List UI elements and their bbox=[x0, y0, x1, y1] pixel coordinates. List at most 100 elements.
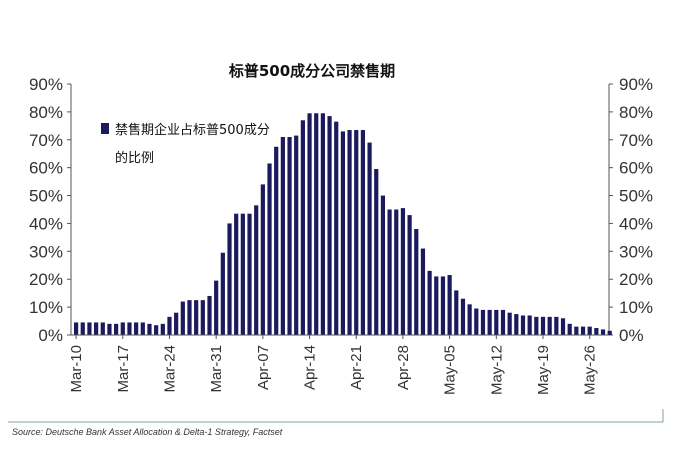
bar bbox=[420, 248, 426, 335]
bar bbox=[594, 328, 599, 335]
bar bbox=[520, 315, 526, 335]
bar bbox=[254, 205, 259, 335]
bar bbox=[467, 304, 472, 335]
x-tick-label: Mar-24 bbox=[161, 345, 178, 393]
bar bbox=[227, 223, 232, 335]
bar bbox=[167, 316, 172, 335]
bar bbox=[300, 120, 305, 335]
bar bbox=[407, 215, 412, 335]
bar bbox=[94, 322, 99, 335]
left-tick-label: 40% bbox=[29, 214, 63, 233]
bar bbox=[447, 275, 452, 335]
bar bbox=[87, 322, 92, 335]
bar bbox=[127, 322, 132, 335]
left-tick-label: 90% bbox=[29, 75, 63, 94]
bar bbox=[280, 136, 285, 335]
bar bbox=[140, 322, 145, 335]
bar bbox=[154, 325, 159, 335]
bar bbox=[120, 322, 125, 335]
x-tick-label: Apr-21 bbox=[348, 345, 365, 390]
bar bbox=[267, 163, 272, 335]
bar bbox=[480, 309, 486, 335]
bar bbox=[400, 208, 406, 335]
bar bbox=[427, 270, 432, 335]
bar bbox=[574, 326, 579, 335]
bar bbox=[240, 213, 245, 335]
bar bbox=[380, 195, 386, 335]
bar bbox=[320, 113, 325, 335]
bar bbox=[580, 326, 586, 335]
bars bbox=[74, 113, 612, 336]
bar bbox=[567, 323, 572, 335]
bar bbox=[547, 316, 552, 335]
bar bbox=[394, 209, 399, 335]
bar bbox=[234, 213, 239, 335]
bar bbox=[554, 316, 559, 335]
bar bbox=[220, 252, 225, 335]
x-axis: Mar-10 Mar-17 Mar-24 Mar-31 Apr-07 Apr-14 Apr-… bbox=[68, 334, 609, 395]
x-tick-label: May-26 bbox=[582, 345, 599, 395]
bar bbox=[174, 312, 179, 335]
bar bbox=[100, 322, 105, 335]
right-tick-label: 80% bbox=[619, 103, 653, 122]
bar bbox=[600, 329, 606, 335]
bar bbox=[260, 184, 265, 335]
right-tick-label: 10% bbox=[619, 298, 653, 317]
bar bbox=[247, 213, 252, 335]
bar bbox=[107, 323, 112, 335]
x-tick-label: Mar-10 bbox=[68, 345, 85, 393]
x-tick-label: Apr-07 bbox=[255, 345, 272, 390]
right-tick-label: 40% bbox=[619, 214, 653, 233]
bar bbox=[460, 298, 466, 335]
right-tick-label: 50% bbox=[619, 187, 653, 206]
left-y-axis: 0% 10% 20% 30% 40% 50% 60% 70% 80% 90% bbox=[29, 75, 72, 345]
bar bbox=[274, 146, 279, 335]
left-tick-label: 30% bbox=[29, 242, 63, 261]
bar bbox=[180, 301, 185, 335]
right-tick-label: 20% bbox=[619, 270, 653, 289]
right-tick-label: 0% bbox=[619, 326, 644, 345]
bar bbox=[214, 280, 219, 335]
bar bbox=[74, 322, 79, 335]
bar bbox=[374, 169, 379, 335]
bar bbox=[360, 130, 366, 335]
right-tick-label: 60% bbox=[619, 159, 653, 178]
bar bbox=[327, 116, 332, 335]
x-tick-label: May-12 bbox=[488, 345, 505, 395]
bar bbox=[307, 113, 312, 335]
bar bbox=[340, 131, 345, 335]
bar bbox=[387, 209, 392, 335]
bar bbox=[80, 322, 85, 335]
bar bbox=[147, 323, 152, 335]
bar bbox=[367, 142, 372, 335]
bar bbox=[534, 316, 539, 335]
bar bbox=[500, 309, 506, 335]
legend: 禁售期企业占标普500成分 的比例 bbox=[101, 122, 270, 166]
left-tick-label: 50% bbox=[29, 187, 63, 206]
bar bbox=[454, 290, 459, 335]
bar bbox=[587, 326, 592, 335]
left-tick-label: 20% bbox=[29, 270, 63, 289]
bar bbox=[560, 318, 566, 335]
right-tick-label: 30% bbox=[619, 242, 653, 261]
bar bbox=[434, 276, 439, 335]
bar bbox=[354, 130, 359, 335]
x-tick-label: May-05 bbox=[442, 345, 459, 395]
left-tick-label: 60% bbox=[29, 159, 63, 178]
bar bbox=[540, 316, 546, 335]
bar bbox=[487, 309, 492, 335]
bar bbox=[334, 121, 339, 336]
left-tick-label: 70% bbox=[29, 131, 63, 150]
bar bbox=[514, 314, 519, 335]
bar bbox=[314, 113, 319, 335]
bar bbox=[507, 312, 512, 335]
bar bbox=[160, 323, 165, 335]
legend-swatch bbox=[101, 123, 109, 134]
bar bbox=[414, 229, 419, 335]
left-tick-label: 80% bbox=[29, 103, 63, 122]
bar bbox=[607, 330, 612, 335]
bar bbox=[474, 308, 479, 335]
bar bbox=[347, 130, 352, 335]
x-tick-label: Apr-14 bbox=[302, 345, 319, 390]
